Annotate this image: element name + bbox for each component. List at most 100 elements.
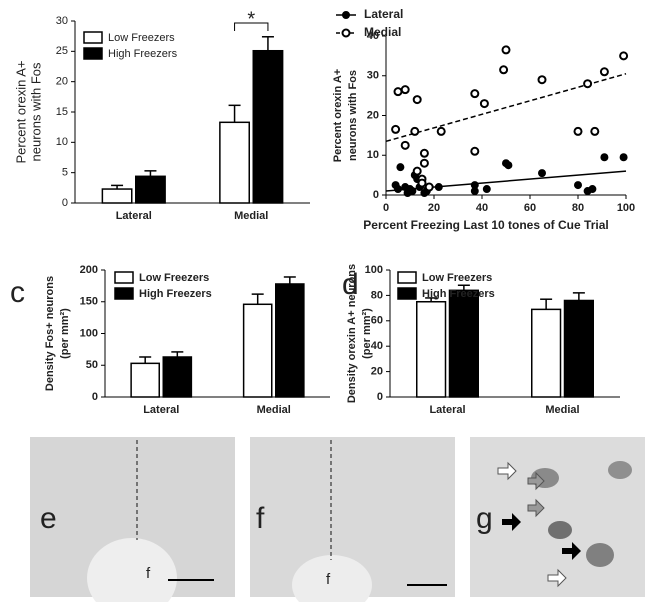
y-axis-label: (per mm²) [59,308,71,359]
x-tick-label: Lateral [143,404,179,416]
x-tick-label: 20 [428,202,440,214]
legend-label: High Freezers [108,48,178,60]
bar [275,283,305,398]
neuron [548,521,572,539]
point [499,65,509,75]
point [470,89,480,99]
y-tick-label: 80 [371,289,383,301]
point [406,185,414,194]
point [424,182,434,192]
legend-swatch [114,271,134,284]
point [419,148,429,158]
panel-letter: f [256,502,265,535]
point [412,95,422,105]
point [537,75,547,85]
legend-label: Medial [364,25,401,39]
significance-bracket [234,22,269,31]
point [400,140,410,150]
legend-label: Low Freezers [108,32,175,44]
y-tick-label: 100 [365,264,383,276]
arrow-grey [527,498,545,518]
bar [101,188,133,204]
bar [135,175,166,204]
x-tick-label: 0 [383,202,389,214]
y-tick-label: 15 [56,106,68,118]
y-tick-label: 0 [377,391,383,403]
y-axis-label: Percent orexin A+ [332,69,344,162]
legend-swatch [83,47,103,60]
y-axis-label: Density orexin A+ neurons [346,264,358,403]
point [394,185,402,194]
y-tick-label: 30 [367,70,379,82]
arrow-black [562,542,581,560]
y-tick-label: 0 [92,391,98,403]
fornix-region [87,538,177,602]
image-label: f [326,571,331,588]
y-tick-label: 100 [80,327,98,339]
point [600,153,609,162]
y-tick-label: 0 [373,189,379,201]
arrow-black [502,513,521,531]
bar [252,49,284,204]
arrow-grey [527,471,545,491]
legend-swatch [397,287,417,300]
legend-swatch [114,287,134,300]
point [599,67,609,77]
legend-swatch [397,271,417,284]
legend-marker [342,11,350,19]
point [417,178,427,188]
y-tick-label: 10 [367,149,379,161]
point [393,87,403,97]
point [501,45,511,55]
bar [242,303,273,398]
y-axis-label: Percent orexin A+ [13,61,28,164]
legend-label: Low Freezers [422,272,492,284]
x-tick-label: Lateral [116,210,152,222]
point [436,126,446,136]
x-tick-label: 40 [476,202,488,214]
y-axis-label: Density Fos+ neurons [44,276,56,391]
y-axis-label: (per mm²) [361,308,373,359]
panel-letter: c [10,276,25,309]
point [412,166,422,176]
neuron [586,543,614,567]
y-tick-label: 20 [371,366,383,378]
point [588,185,597,194]
panel-letter: d [342,268,359,301]
y-tick-label: 60 [371,315,383,327]
neuron [608,461,632,479]
image-label: f [146,565,151,582]
point [434,183,443,192]
point [619,153,628,162]
y-tick-label: 20 [56,76,68,88]
bar [416,301,447,398]
point [538,169,546,178]
x-tick-label: Medial [545,404,579,416]
point [396,163,405,172]
arrow-white [547,568,567,588]
bar [130,362,160,398]
point [619,51,629,61]
legend-swatch [83,31,103,44]
panel-letter: g [476,502,493,535]
y-tick-label: 150 [80,296,98,308]
point [573,126,583,136]
point [410,126,420,136]
x-tick-label: Lateral [429,404,465,416]
y-tick-label: 10 [56,136,68,148]
point [590,126,600,136]
annotation: * [247,8,255,30]
y-tick-label: 0 [62,197,68,209]
y-axis-label: neurons with Fos [28,62,43,161]
y-tick-label: 50 [86,359,98,371]
point [574,181,582,190]
legend-label: Lateral [364,7,403,21]
panel-letter: e [40,502,57,535]
legend-label: High Freezers [422,288,495,300]
x-tick-label: 60 [524,202,536,214]
point [470,187,479,196]
legend-label: Low Freezers [139,272,209,284]
legend-marker [341,28,351,38]
y-tick-label: 20 [367,109,379,121]
